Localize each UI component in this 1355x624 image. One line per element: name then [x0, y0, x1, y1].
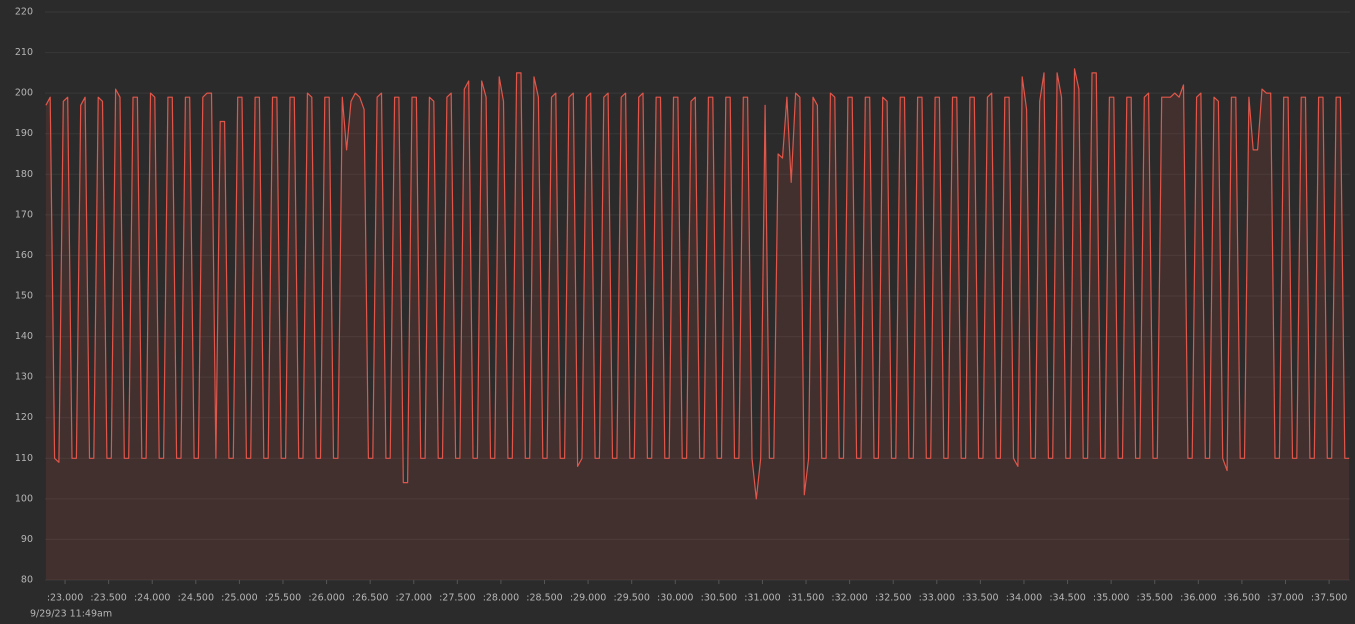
y-tick-label: 120: [15, 412, 33, 423]
x-tick-label: :37.000: [1267, 593, 1303, 604]
x-tick-label: :30.500: [701, 593, 737, 604]
y-tick-label: 110: [15, 453, 33, 464]
x-tick-label: :23.000: [47, 593, 83, 604]
x-tick-label: :33.500: [962, 593, 998, 604]
x-tick-label: :37.500: [1311, 593, 1347, 604]
y-tick-label: 210: [15, 47, 33, 58]
y-tick-label: 80: [21, 575, 33, 586]
x-tick-label: :28.000: [483, 593, 519, 604]
x-tick-label: :28.500: [526, 593, 562, 604]
x-tick-label: :26.000: [308, 593, 344, 604]
x-tick-label: :31.500: [788, 593, 824, 604]
x-tick-label: :34.000: [1006, 593, 1042, 604]
y-tick-label: 140: [15, 331, 33, 342]
x-tick-label: :33.000: [919, 593, 955, 604]
x-tick-label: :29.000: [570, 593, 606, 604]
footnote: 9/29/23 11:49am: [30, 609, 112, 620]
x-tick-label: :35.000: [1093, 593, 1129, 604]
y-tick-label: 160: [15, 250, 33, 261]
x-tick-label: :34.500: [1049, 593, 1085, 604]
x-tick-label: :27.000: [396, 593, 432, 604]
y-tick-label: 170: [15, 209, 33, 220]
x-tick-label: :25.500: [265, 593, 301, 604]
y-tick-label: 130: [15, 372, 33, 383]
x-tick-label: :35.500: [1137, 593, 1173, 604]
x-tick-label: :29.500: [613, 593, 649, 604]
x-tick-label: :27.500: [439, 593, 475, 604]
x-tick-label: :24.000: [134, 593, 170, 604]
x-tick-label: :26.500: [352, 593, 388, 604]
y-tick-label: 150: [15, 291, 33, 302]
y-tick-label: 90: [21, 534, 33, 545]
x-tick-label: :23.500: [90, 593, 126, 604]
y-tick-label: 200: [15, 88, 33, 99]
x-tick-label: :30.000: [657, 593, 693, 604]
x-tick-label: :24.500: [178, 593, 214, 604]
y-tick-label: 190: [15, 128, 33, 139]
x-tick-label: :25.000: [221, 593, 257, 604]
x-tick-label: :32.500: [875, 593, 911, 604]
x-tick-label: :32.000: [831, 593, 867, 604]
y-tick-label: 100: [15, 493, 33, 504]
x-tick-label: :31.000: [744, 593, 780, 604]
x-tick-label: :36.000: [1180, 593, 1216, 604]
y-tick-label: 220: [15, 7, 33, 18]
x-tick-label: :36.500: [1224, 593, 1260, 604]
y-tick-label: 180: [15, 169, 33, 180]
line: [45, 68, 1350, 500]
